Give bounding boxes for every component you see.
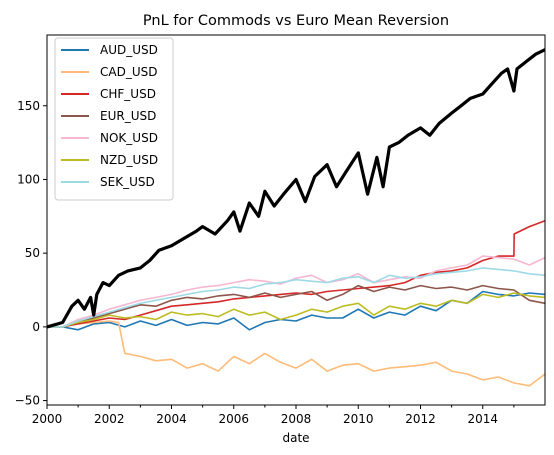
- legend-entry: EUR_USD: [100, 109, 156, 123]
- x-tick-label: 2014: [467, 412, 498, 426]
- x-tick-label: 2008: [281, 412, 312, 426]
- y-tick-label: 50: [25, 246, 40, 260]
- legend-entry: NOK_USD: [100, 131, 158, 145]
- series-lines: [46, 48, 546, 387]
- chart-title: PnL for Commods vs Euro Mean Reversion: [143, 13, 449, 29]
- x-tick-label: 2000: [32, 412, 63, 426]
- x-axis-title: date: [282, 431, 309, 445]
- series-line-nzd-usd: [47, 292, 546, 328]
- legend-entry: CHF_USD: [100, 87, 156, 101]
- y-tick-label: 150: [17, 99, 40, 113]
- legend: AUD_USD CAD_USD CHF_USD EUR_USD NOK_USD NZD_U…: [54, 37, 174, 201]
- legend-entry: NZD_USD: [100, 153, 158, 167]
- legend-entry: SEK_USD: [100, 175, 155, 189]
- y-axis: −50 0 50 100 150: [15, 99, 47, 408]
- series-line-cad-usd: [47, 320, 546, 387]
- x-tick-label: 2010: [343, 412, 374, 426]
- x-tick-label: 2006: [218, 412, 249, 426]
- x-tick-label: 2004: [156, 412, 187, 426]
- x-axis: 2000 2002 2004 2006 2008 2010 2012 2014: [32, 405, 515, 426]
- y-tick-label: 100: [17, 172, 40, 186]
- y-tick-label: 0: [32, 320, 40, 334]
- series-line-sek-usd: [47, 267, 546, 328]
- series-line-eur-usd: [47, 284, 546, 328]
- legend-entry: CAD_USD: [100, 65, 157, 79]
- series-line-nok-usd: [47, 255, 546, 328]
- series-line-total: [46, 48, 546, 329]
- x-tick-label: 2002: [94, 412, 125, 426]
- plot-frame: [46, 34, 546, 406]
- y-tick-label: −50: [15, 394, 40, 408]
- legend-entry: AUD_USD: [100, 43, 158, 57]
- x-tick-label: 2012: [405, 412, 436, 426]
